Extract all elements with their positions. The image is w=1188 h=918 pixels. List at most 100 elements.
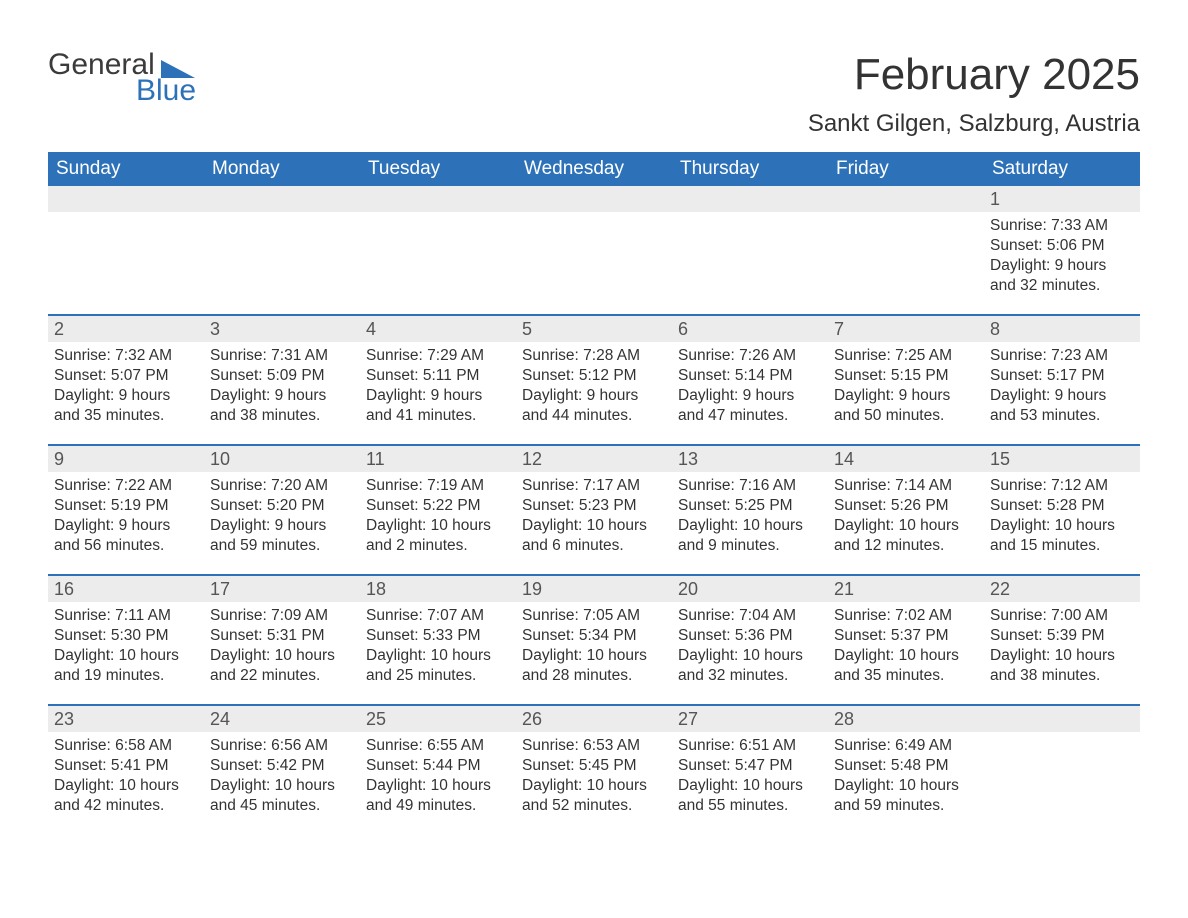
- weekday-header-cell: Sunday: [48, 152, 204, 186]
- weekday-header-cell: Tuesday: [360, 152, 516, 186]
- calendar-empty-cell: [828, 186, 984, 306]
- logo-triangle-icon: [161, 60, 195, 78]
- calendar-day-cell: 8Sunrise: 7:23 AMSunset: 5:17 PMDaylight…: [984, 316, 1140, 436]
- sunset-line: Sunset: 5:22 PM: [366, 496, 510, 516]
- daylight-line: Daylight: 9 hours and 50 minutes.: [834, 386, 978, 426]
- calendar-day-cell: 24 Sunrise: 6:56 AMSunset: 5:42 PMDayligh…: [204, 706, 360, 826]
- sunrise-line: Sunrise: 7:07 AM: [366, 606, 510, 626]
- day-body: Sunrise: 7:16 AMSunset: 5:25 PMDaylight:…: [672, 472, 828, 561]
- day-number-bar: 27: [672, 706, 828, 732]
- logo-word-blue: Blue: [136, 76, 196, 106]
- day-number-bar: 24: [204, 706, 360, 732]
- day-number-bar: 10: [204, 446, 360, 472]
- sunset-line: Sunset: 5:41 PM: [54, 756, 198, 776]
- day-body: Sunrise: 7:12 AMSunset: 5:28 PMDaylight:…: [984, 472, 1140, 561]
- calendar-empty-cell: [672, 186, 828, 306]
- day-body: Sunrise: 7:26 AMSunset: 5:14 PMDaylight:…: [672, 342, 828, 431]
- sunrise-line: Sunrise: 6:56 AM: [210, 736, 354, 756]
- weekday-header-cell: Saturday: [984, 152, 1140, 186]
- calendar-day-cell: 16Sunrise: 7:11 AMSunset: 5:30 PMDayligh…: [48, 576, 204, 696]
- empty-day-bar: [984, 706, 1140, 732]
- sunrise-line: Sunrise: 7:23 AM: [990, 346, 1134, 366]
- sunrise-line: Sunrise: 7:11 AM: [54, 606, 198, 626]
- calendar-day-cell: 10Sunrise: 7:20 AMSunset: 5:20 PMDayligh…: [204, 446, 360, 566]
- sunset-line: Sunset: 5:14 PM: [678, 366, 822, 386]
- calendar-day-cell: 18Sunrise: 7:07 AMSunset: 5:33 PMDayligh…: [360, 576, 516, 696]
- weekday-header-row: SundayMondayTuesdayWednesdayThursdayFrid…: [48, 152, 1140, 186]
- sunset-line: Sunset: 5:45 PM: [522, 756, 666, 776]
- sunrise-line: Sunrise: 7:17 AM: [522, 476, 666, 496]
- day-number-bar: 25: [360, 706, 516, 732]
- sunrise-line: Sunrise: 6:49 AM: [834, 736, 978, 756]
- daylight-line: Daylight: 10 hours and 19 minutes.: [54, 646, 198, 686]
- sunrise-line: Sunrise: 7:20 AM: [210, 476, 354, 496]
- title-month-year: February 2025: [808, 50, 1140, 100]
- day-number-bar: 22: [984, 576, 1140, 602]
- title-block: February 2025 Sankt Gilgen, Salzburg, Au…: [808, 50, 1140, 138]
- daylight-line: Daylight: 9 hours and 53 minutes.: [990, 386, 1134, 426]
- daylight-line: Daylight: 10 hours and 45 minutes.: [210, 776, 354, 816]
- daylight-line: Daylight: 9 hours and 32 minutes.: [990, 256, 1134, 296]
- daylight-line: Daylight: 10 hours and 9 minutes.: [678, 516, 822, 556]
- sunset-line: Sunset: 5:19 PM: [54, 496, 198, 516]
- logo-top-line: General: [48, 50, 196, 80]
- calendar-day-cell: 1Sunrise: 7:33 AMSunset: 5:06 PMDaylight…: [984, 186, 1140, 306]
- sunrise-line: Sunrise: 7:09 AM: [210, 606, 354, 626]
- calendar-day-cell: 6Sunrise: 7:26 AMSunset: 5:14 PMDaylight…: [672, 316, 828, 436]
- sunrise-line: Sunrise: 7:22 AM: [54, 476, 198, 496]
- day-body: Sunrise: 7:11 AMSunset: 5:30 PMDaylight:…: [48, 602, 204, 691]
- sunset-line: Sunset: 5:39 PM: [990, 626, 1134, 646]
- daylight-line: Daylight: 10 hours and 32 minutes.: [678, 646, 822, 686]
- sunset-line: Sunset: 5:11 PM: [366, 366, 510, 386]
- day-number-bar: 1: [984, 186, 1140, 212]
- day-number-bar: 17: [204, 576, 360, 602]
- sunset-line: Sunset: 5:09 PM: [210, 366, 354, 386]
- sunset-line: Sunset: 5:06 PM: [990, 236, 1134, 256]
- day-body: Sunrise: 7:20 AMSunset: 5:20 PMDaylight:…: [204, 472, 360, 561]
- sunrise-line: Sunrise: 6:51 AM: [678, 736, 822, 756]
- day-number-bar: 19: [516, 576, 672, 602]
- day-number-bar: 14: [828, 446, 984, 472]
- daylight-line: Daylight: 10 hours and 59 minutes.: [834, 776, 978, 816]
- sunrise-line: Sunrise: 7:29 AM: [366, 346, 510, 366]
- calendar-day-cell: 28Sunrise: 6:49 AMSunset: 5:48 PMDayligh…: [828, 706, 984, 826]
- day-number-bar: 18: [360, 576, 516, 602]
- sunrise-line: Sunrise: 7:25 AM: [834, 346, 978, 366]
- calendar-day-cell: 3Sunrise: 7:31 AMSunset: 5:09 PMDaylight…: [204, 316, 360, 436]
- day-body: Sunrise: 6:51 AMSunset: 5:47 PMDaylight:…: [672, 732, 828, 821]
- calendar-empty-cell: [48, 186, 204, 306]
- calendar-day-cell: 17Sunrise: 7:09 AMSunset: 5:31 PMDayligh…: [204, 576, 360, 696]
- sunset-line: Sunset: 5:31 PM: [210, 626, 354, 646]
- daylight-line: Daylight: 10 hours and 2 minutes.: [366, 516, 510, 556]
- day-number-bar: 3: [204, 316, 360, 342]
- calendar-day-cell: 9 Sunrise: 7:22 AMSunset: 5:19 PMDaylight…: [48, 446, 204, 566]
- sunset-line: Sunset: 5:34 PM: [522, 626, 666, 646]
- sunset-line: Sunset: 5:42 PM: [210, 756, 354, 776]
- daylight-line: Daylight: 10 hours and 38 minutes.: [990, 646, 1134, 686]
- calendar-day-cell: 12Sunrise: 7:17 AMSunset: 5:23 PMDayligh…: [516, 446, 672, 566]
- sunset-line: Sunset: 5:26 PM: [834, 496, 978, 516]
- calendar-day-cell: 5Sunrise: 7:28 AMSunset: 5:12 PMDaylight…: [516, 316, 672, 436]
- day-body: Sunrise: 7:07 AMSunset: 5:33 PMDaylight:…: [360, 602, 516, 691]
- sunset-line: Sunset: 5:07 PM: [54, 366, 198, 386]
- day-number-bar: 8: [984, 316, 1140, 342]
- calendar-day-cell: 22Sunrise: 7:00 AMSunset: 5:39 PMDayligh…: [984, 576, 1140, 696]
- day-number-bar: 2: [48, 316, 204, 342]
- sunset-line: Sunset: 5:33 PM: [366, 626, 510, 646]
- sunrise-line: Sunrise: 7:28 AM: [522, 346, 666, 366]
- sunset-line: Sunset: 5:47 PM: [678, 756, 822, 776]
- daylight-line: Daylight: 10 hours and 55 minutes.: [678, 776, 822, 816]
- day-body: Sunrise: 6:55 AMSunset: 5:44 PMDaylight:…: [360, 732, 516, 821]
- daylight-line: Daylight: 9 hours and 56 minutes.: [54, 516, 198, 556]
- day-body: Sunrise: 7:33 AMSunset: 5:06 PMDaylight:…: [984, 212, 1140, 301]
- calendar-day-cell: 14Sunrise: 7:14 AMSunset: 5:26 PMDayligh…: [828, 446, 984, 566]
- day-body: Sunrise: 7:29 AMSunset: 5:11 PMDaylight:…: [360, 342, 516, 431]
- calendar-day-cell: 21Sunrise: 7:02 AMSunset: 5:37 PMDayligh…: [828, 576, 984, 696]
- empty-day-bar: [516, 186, 672, 212]
- day-body: Sunrise: 7:19 AMSunset: 5:22 PMDaylight:…: [360, 472, 516, 561]
- sunset-line: Sunset: 5:37 PM: [834, 626, 978, 646]
- day-number-bar: 5: [516, 316, 672, 342]
- day-number-bar: 9: [48, 446, 204, 472]
- logo: General Blue: [48, 50, 196, 106]
- calendar-day-cell: 7Sunrise: 7:25 AMSunset: 5:15 PMDaylight…: [828, 316, 984, 436]
